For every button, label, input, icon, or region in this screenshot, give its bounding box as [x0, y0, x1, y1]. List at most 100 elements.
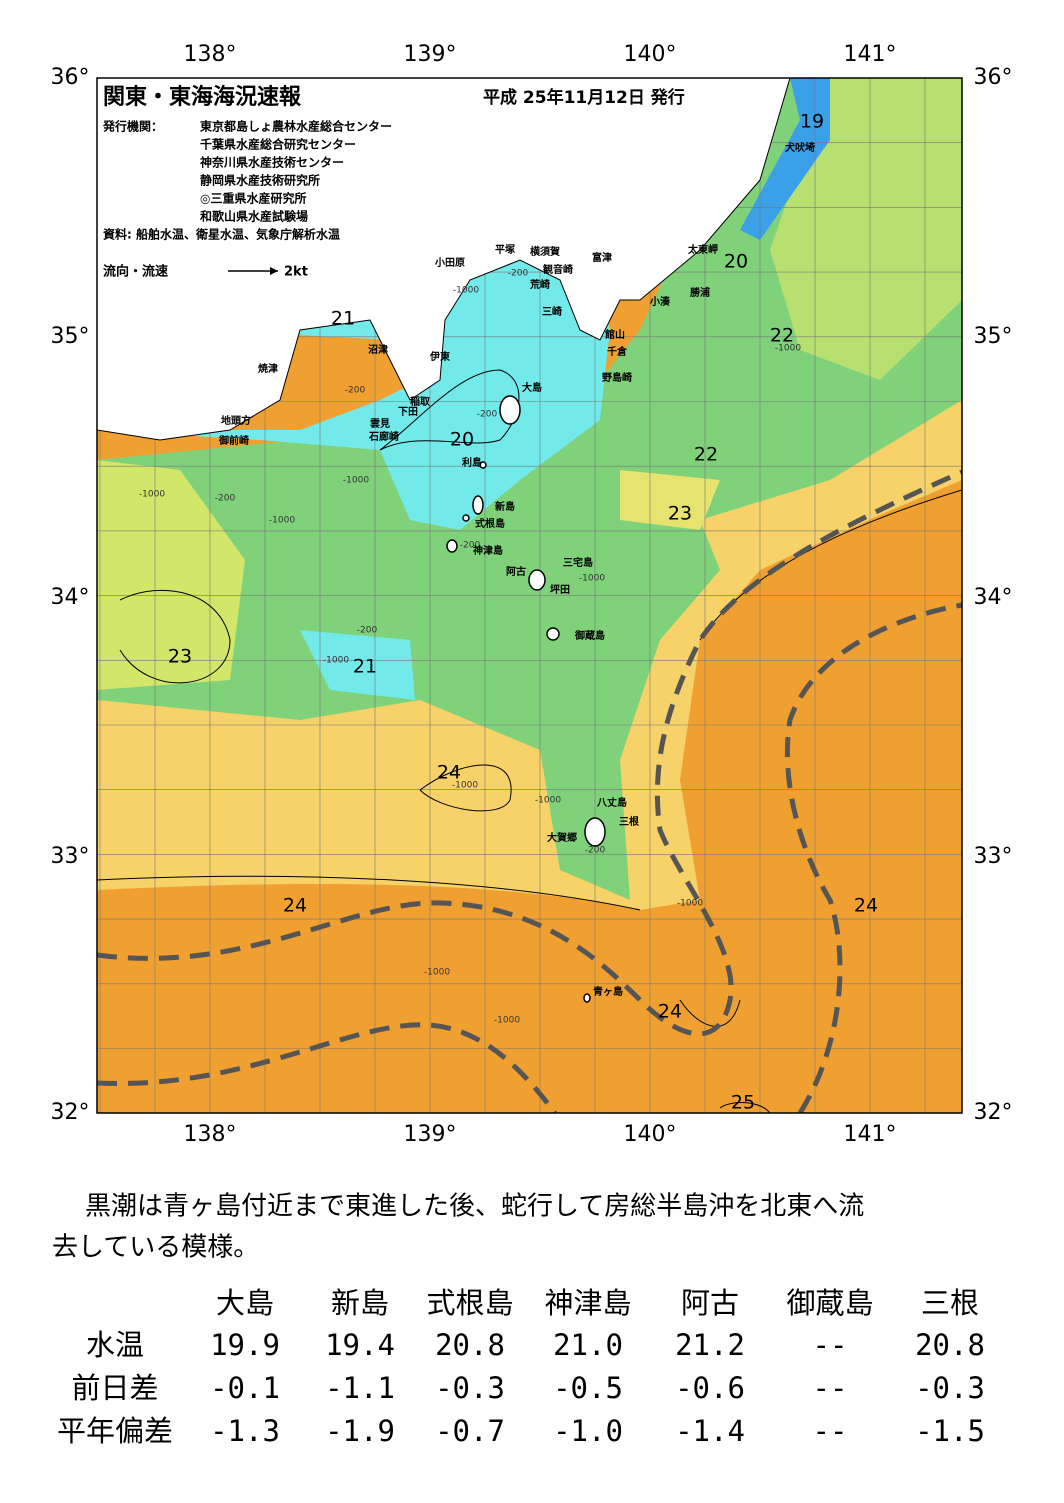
source: 資料: 船舶水温、衛星水温、気象庁解析水温 [103, 227, 340, 242]
depth-label: -200 [477, 410, 498, 420]
lat-label: 33° [974, 844, 1013, 869]
depth-label: -1000 [269, 516, 295, 526]
table-cell: -0.7 [435, 1414, 505, 1448]
temperature-zone [97, 380, 962, 910]
place-name: 利島 [462, 456, 482, 469]
lon-label: 140° [624, 42, 677, 67]
row-label: 水温 [86, 1328, 144, 1362]
contour-label: 23 [668, 503, 692, 525]
temperature-zone [740, 78, 830, 240]
lon-label: 141° [844, 1122, 897, 1147]
lat-label: 32° [974, 1100, 1013, 1125]
table-header: 阿古 [681, 1286, 739, 1320]
place-name: 千倉 [607, 345, 628, 358]
depth-label: -200 [508, 269, 529, 279]
table-header: 式根島 [426, 1286, 513, 1320]
contour-label: 25 [731, 1092, 755, 1114]
place-name: 野島崎 [602, 371, 632, 384]
place-name: 地頭方 [221, 414, 251, 427]
lat-label: 35° [974, 324, 1013, 349]
place-name: 阿古 [506, 565, 526, 578]
lat-label: 34° [974, 585, 1013, 610]
depth-label: -1000 [323, 656, 349, 666]
kuroshio-axis [97, 469, 962, 1113]
table-cell: -1.0 [553, 1414, 623, 1448]
depth-label: -1000 [775, 344, 801, 354]
legend-speed: 2kt [284, 265, 308, 280]
depth-label: -200 [345, 386, 366, 396]
issuer: 東京都島しょ農林水産総合センター [200, 119, 392, 134]
contour-label: 24 [854, 895, 878, 917]
table-cell: 19.9 [210, 1328, 280, 1362]
row-label: 平年偏差 [57, 1414, 173, 1448]
contour-label: 21 [353, 656, 377, 678]
table-cell: -0.5 [553, 1371, 623, 1405]
place-name: 沼津 [368, 343, 388, 356]
depth-label: -200 [357, 626, 378, 636]
place-name: 大島 [522, 381, 542, 394]
issuer-label: 発行機関： [102, 119, 163, 134]
place-name: 稲取 [410, 395, 431, 408]
table-cell: -1.5 [915, 1414, 985, 1448]
issuer: 和歌山県水産試験場 [199, 209, 308, 224]
place-name: 神津島 [473, 544, 503, 557]
place-name: 小田原 [434, 256, 465, 269]
table-cell: -0.1 [210, 1371, 280, 1405]
table-cell: -0.6 [675, 1371, 745, 1405]
table-cell: -0.3 [915, 1371, 985, 1405]
lon-label: 139° [404, 42, 457, 67]
table-cell: -1.3 [210, 1414, 280, 1448]
table-cell: 21.2 [675, 1328, 745, 1362]
place-name: 富津 [592, 251, 612, 264]
place-name: 大賀郷 [547, 831, 577, 844]
lat-label: 35° [51, 324, 90, 349]
contour-label: 21 [331, 308, 355, 330]
lat-label: 36° [974, 65, 1013, 90]
row-label: 前日差 [71, 1371, 158, 1405]
contour-label: 22 [694, 444, 718, 466]
contour-label: 23 [168, 646, 192, 668]
place-name: 館山 [604, 328, 625, 341]
land [97, 78, 791, 441]
issuer: 静岡県水産技術研究所 [200, 173, 320, 188]
contour-label: 22 [770, 325, 794, 347]
lat-label: 32° [51, 1100, 90, 1125]
table-cell: 19.4 [325, 1328, 395, 1362]
table-cell: -- [813, 1414, 848, 1448]
place-name: 坪田 [550, 583, 570, 596]
lat-label: 33° [51, 844, 90, 869]
depth-label: -1000 [424, 968, 450, 978]
place-name: 観音崎 [543, 263, 573, 276]
table-cell: -- [813, 1328, 848, 1362]
comment-line: 去している模様。 [52, 1233, 259, 1263]
temperature-zone [97, 460, 245, 690]
place-name: 青ヶ島 [593, 985, 623, 998]
lon-label: 139° [404, 1122, 457, 1147]
issue-date: 平成 25年11月12日 発行 [483, 87, 685, 108]
place-name: 雲見 [370, 418, 390, 430]
lon-label: 138° [184, 1122, 237, 1147]
legend-label: 流向・流速 [103, 264, 168, 280]
issuer: 千葉県水産総合研究センター [200, 137, 356, 152]
place-name: 焼津 [258, 362, 278, 375]
contour-label: 20 [450, 429, 474, 451]
map-frame [96, 77, 963, 1114]
temperature-zone [97, 255, 610, 530]
contour-label: 24 [658, 1001, 682, 1023]
issuer: 神奈川県水産技術センター [200, 155, 344, 170]
place-name: 三崎 [542, 305, 562, 318]
table-cell: -1.4 [675, 1414, 745, 1448]
place-name: 太東岬 [687, 243, 718, 256]
depth-label: -1000 [535, 796, 561, 806]
table-header: 御蔵島 [786, 1286, 873, 1320]
lat-label: 36° [51, 65, 90, 90]
place-name: 小湊 [649, 295, 671, 308]
table-cell: -1.9 [325, 1414, 395, 1448]
depth-label: -1000 [452, 781, 478, 791]
table-cell: 21.0 [553, 1328, 623, 1362]
issuer: ◎三重県水産研究所 [200, 191, 306, 206]
depth-label: -1000 [453, 286, 479, 296]
place-name: 伊東 [429, 350, 450, 363]
